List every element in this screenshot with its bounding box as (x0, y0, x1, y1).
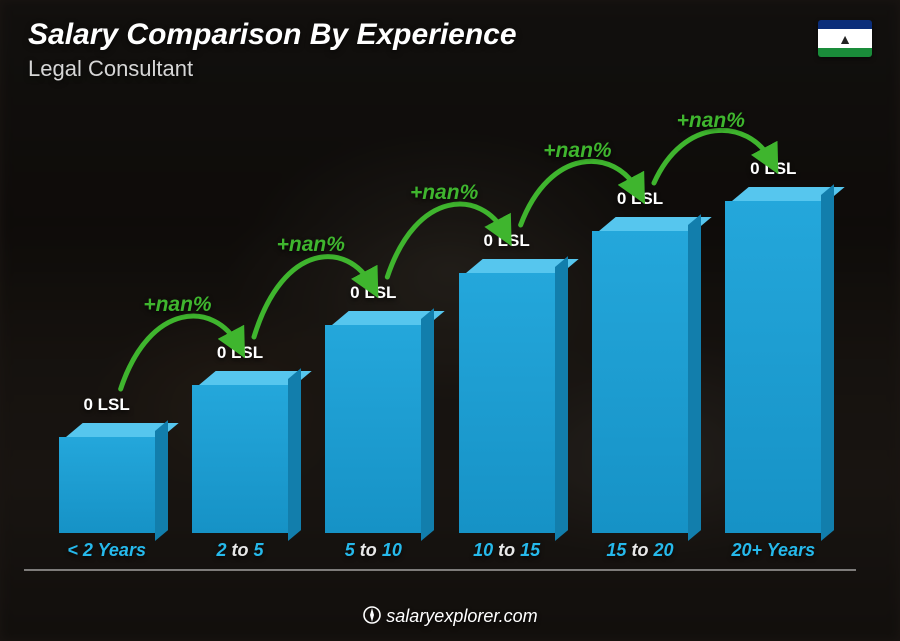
x-label-1: 2 to 5 (184, 540, 296, 561)
bar-4: 0 LSL (584, 189, 696, 533)
bar-value-label: 0 LSL (84, 395, 130, 415)
bar-shape (592, 217, 688, 533)
bar-2: 0 LSL (317, 283, 429, 533)
chart-subtitle: Legal Consultant (28, 56, 517, 82)
bar-side-face (688, 214, 701, 541)
bar-side-face (555, 256, 568, 541)
bar-front-face (59, 437, 155, 533)
flag-stripe-mid: ▲ (818, 29, 872, 48)
bar-shape (59, 423, 155, 533)
bar-value-label: 0 LSL (617, 189, 663, 209)
bar-front-face (192, 385, 288, 533)
infographic-container: Salary Comparison By Experience Legal Co… (0, 0, 900, 641)
bar-shape (325, 311, 421, 533)
bar-5: 0 LSL (717, 159, 829, 533)
bar-value-label: 0 LSL (483, 231, 529, 251)
bar-value-label: 0 LSL (750, 159, 796, 179)
bar-front-face (325, 325, 421, 533)
delta-label-2: +nan% (410, 181, 478, 205)
x-label-5: 20+ Years (717, 540, 829, 561)
delta-label-4: +nan% (677, 109, 745, 133)
compass-icon (362, 605, 382, 625)
bar-side-face (421, 308, 434, 541)
x-labels-container: < 2 Years 2 to 5 5 to 10 10 to 15 15 to 20 20… (40, 540, 840, 561)
bar-front-face (459, 273, 555, 533)
site-logo: salaryexplorer.com (362, 606, 537, 626)
bar-shape (725, 187, 821, 533)
x-label-2: 5 to 10 (317, 540, 429, 561)
bar-shape (192, 371, 288, 533)
x-label-0: < 2 Years (51, 540, 163, 561)
flag-emblem: ▲ (838, 31, 852, 47)
bar-side-face (288, 368, 301, 541)
country-flag-icon: ▲ (818, 20, 872, 57)
flag-stripe-bot (818, 48, 872, 57)
bar-value-label: 0 LSL (350, 283, 396, 303)
bar-value-label: 0 LSL (217, 343, 263, 363)
delta-label-0: +nan% (143, 293, 211, 317)
chart-area: 0 LSL 0 LSL 0 LSL 0 LSL 0 LSL 0 LSL < 2 Years… (40, 120, 840, 561)
bar-1: 0 LSL (184, 343, 296, 533)
flag-stripe-top (818, 20, 872, 29)
bar-3: 0 LSL (451, 231, 563, 533)
site-name: salaryexplorer.com (386, 606, 537, 626)
bar-front-face (592, 231, 688, 533)
x-label-3: 10 to 15 (451, 540, 563, 561)
chart-title: Salary Comparison By Experience (28, 18, 517, 52)
bar-0: 0 LSL (51, 395, 163, 533)
footer: salaryexplorer.com (0, 605, 900, 627)
bar-shape (459, 259, 555, 533)
chart-baseline (24, 569, 856, 571)
bar-side-face (821, 184, 834, 541)
delta-label-1: +nan% (277, 233, 345, 257)
delta-label-3: +nan% (543, 139, 611, 163)
bar-front-face (725, 201, 821, 533)
x-label-4: 15 to 20 (584, 540, 696, 561)
title-area: Salary Comparison By Experience Legal Co… (28, 18, 517, 82)
bar-side-face (155, 420, 168, 541)
